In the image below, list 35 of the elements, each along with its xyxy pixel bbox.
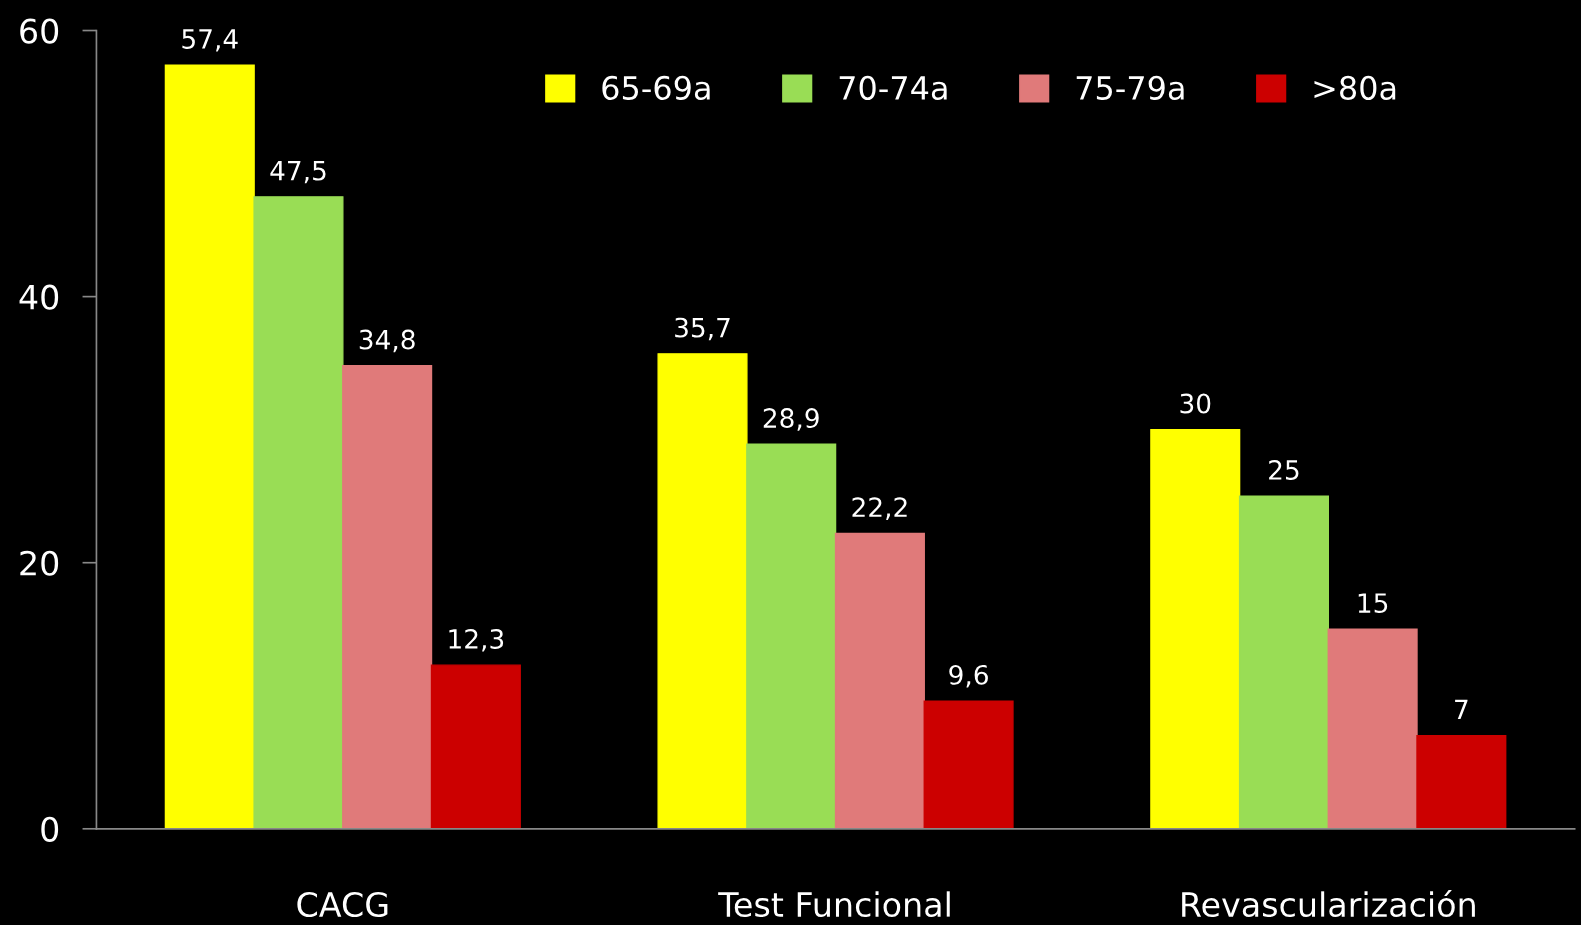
data-label: 22,2 [852, 497, 907, 520]
bar [1416, 734, 1507, 829]
bar [342, 365, 433, 829]
legend-label: 70-74a [839, 75, 947, 100]
legend-label: 65-69a [602, 75, 710, 100]
x-tick-label: Revascularización [1182, 889, 1475, 918]
data-label: 47,5 [270, 160, 326, 184]
x-tick-label: CACG [297, 891, 388, 918]
bar [923, 700, 1014, 829]
data-label: 34,8 [359, 329, 415, 353]
data-label: 9,6 [949, 664, 988, 688]
y-tick-label: 60 [20, 18, 59, 44]
bar [657, 353, 748, 829]
legend-label: >80a [1314, 75, 1396, 100]
bar [1238, 495, 1329, 829]
x-tick-label: Test Funcional [718, 891, 950, 918]
legend-label: 75-79a [1076, 75, 1184, 100]
data-label: 57,4 [182, 29, 238, 52]
bar [430, 664, 521, 829]
y-tick-label: 40 [19, 284, 59, 310]
data-label: 35,7 [675, 317, 730, 341]
data-label: 30 [1180, 393, 1211, 414]
bar [1150, 428, 1241, 829]
y-tick-label: 20 [20, 550, 59, 576]
bar [253, 196, 344, 829]
y-tick-label: 0 [41, 816, 59, 842]
data-label: 7 [1455, 699, 1468, 720]
bar [746, 443, 837, 829]
data-label: 28,9 [763, 408, 819, 431]
bar [164, 64, 255, 829]
data-label: 25 [1269, 460, 1299, 480]
bar [1327, 628, 1418, 829]
data-label: 15 [1358, 593, 1388, 614]
data-label: 12,3 [449, 628, 504, 652]
bar [834, 532, 925, 829]
